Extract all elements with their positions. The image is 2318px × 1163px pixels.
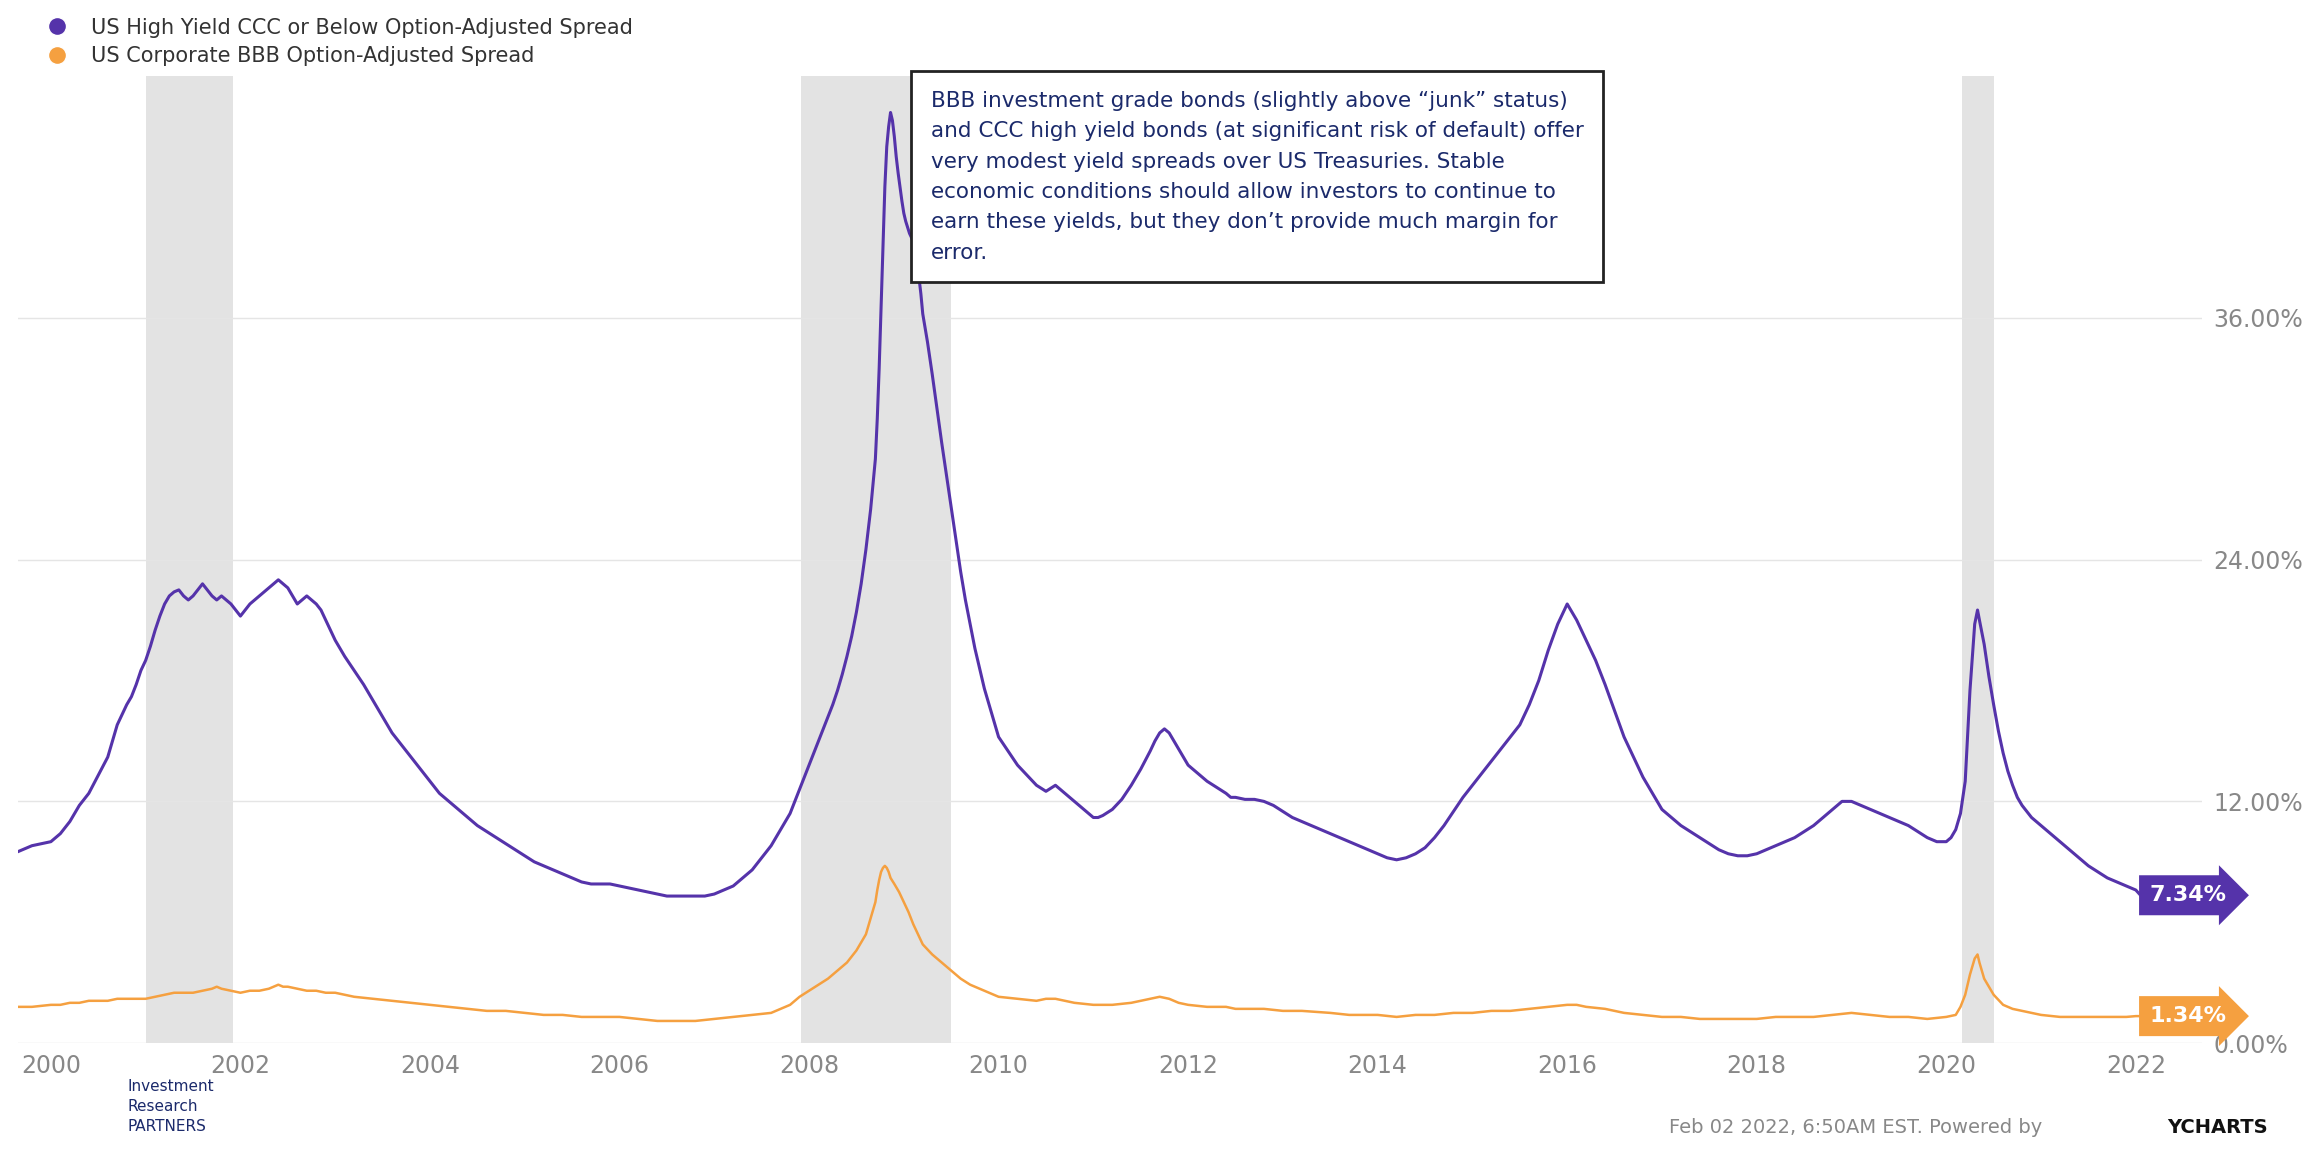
Text: 7.34%: 7.34%: [2149, 885, 2225, 905]
Legend: US High Yield CCC or Below Option-Adjusted Spread, US Corporate BBB Option-Adjus: US High Yield CCC or Below Option-Adjust…: [28, 9, 640, 74]
Bar: [802, 77, 950, 1043]
Bar: [1963, 77, 1993, 1043]
Bar: [146, 77, 232, 1043]
Text: Feb 02 2022, 6:50AM EST. Powered by: Feb 02 2022, 6:50AM EST. Powered by: [1669, 1119, 2049, 1137]
Text: 1.34%: 1.34%: [2149, 1006, 2225, 1026]
Text: BBB investment grade bonds (slightly above “junk” status)
and CCC high yield bon: BBB investment grade bonds (slightly abo…: [932, 91, 1583, 263]
Text: Investment
Research
PARTNERS: Investment Research PARTNERS: [127, 1079, 213, 1134]
Text: YCHARTS: YCHARTS: [2167, 1119, 2267, 1137]
